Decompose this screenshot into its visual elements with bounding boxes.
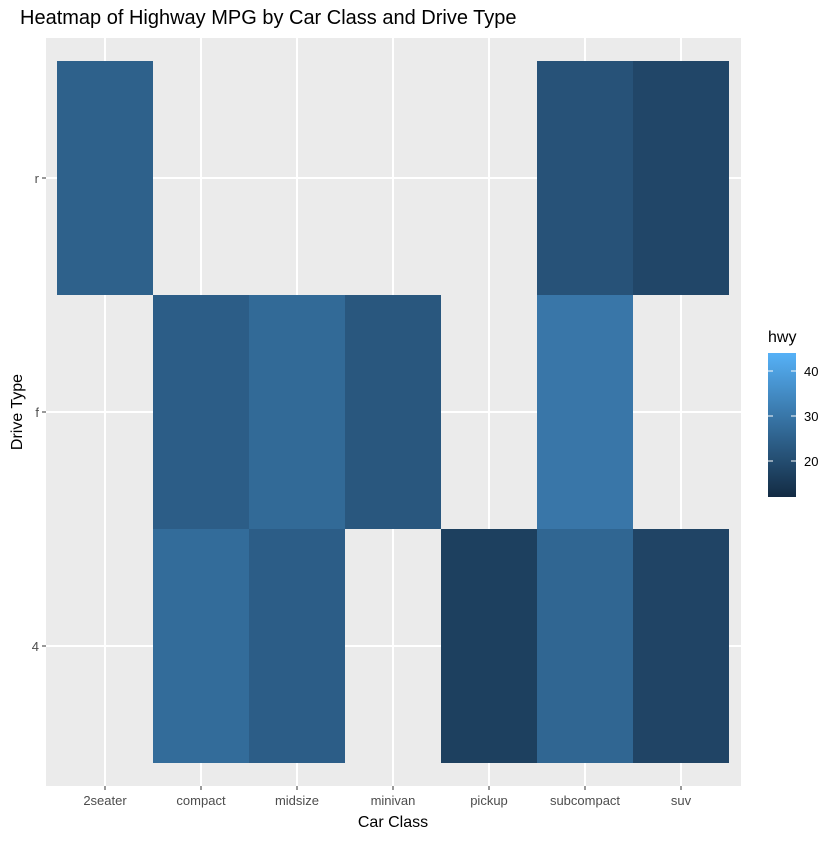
colorbar-tick-label-20: 20 xyxy=(804,454,818,469)
colorbar-tick-label-30: 30 xyxy=(804,409,818,424)
heatmap-cells xyxy=(57,61,729,763)
x-tick-label-2seater: 2seater xyxy=(83,793,127,808)
heatmap-cell-subcompact-r xyxy=(537,61,633,295)
x-tick-label-pickup: pickup xyxy=(470,793,508,808)
legend-title: hwy xyxy=(768,329,796,346)
color-legend: hwy 20 30 40 xyxy=(768,329,818,497)
heatmap-cell-compact-4 xyxy=(153,529,249,763)
y-axis-label: Drive Type xyxy=(9,374,26,450)
x-tick-label-compact: compact xyxy=(176,793,226,808)
y-axis: 4 f r xyxy=(32,171,46,654)
heatmap-cell-compact-f xyxy=(153,295,249,529)
colorbar-tick-label-40: 40 xyxy=(804,364,818,379)
heatmap-cell-2seater-r xyxy=(57,61,153,295)
y-tick-label-4: 4 xyxy=(32,639,39,654)
x-axis: 2seater compact midsize minivan pickup subcom… xyxy=(83,786,692,808)
chart-title: Heatmap of Highway MPG by Car Class and … xyxy=(20,7,517,29)
x-tick-label-minivan: minivan xyxy=(371,793,416,808)
heatmap-cell-minivan-f xyxy=(345,295,441,529)
x-tick-label-midsize: midsize xyxy=(275,793,319,808)
y-tick-label-r: r xyxy=(35,171,40,186)
heatmap-cell-suv-4 xyxy=(633,529,729,763)
colorbar-ticks: 20 30 40 xyxy=(768,364,818,469)
y-tick-label-f: f xyxy=(35,405,39,420)
heatmap-cell-midsize-f xyxy=(249,295,345,529)
heatmap-cell-subcompact-4 xyxy=(537,529,633,763)
heatmap-cell-midsize-4 xyxy=(249,529,345,763)
x-tick-label-suv: suv xyxy=(671,793,692,808)
heatmap-cell-subcompact-f xyxy=(537,295,633,529)
heatmap-cell-suv-r xyxy=(633,61,729,295)
x-tick-label-subcompact: subcompact xyxy=(550,793,620,808)
colorbar xyxy=(768,353,796,497)
x-axis-label: Car Class xyxy=(358,814,428,831)
heatmap-cell-pickup-4 xyxy=(441,529,537,763)
